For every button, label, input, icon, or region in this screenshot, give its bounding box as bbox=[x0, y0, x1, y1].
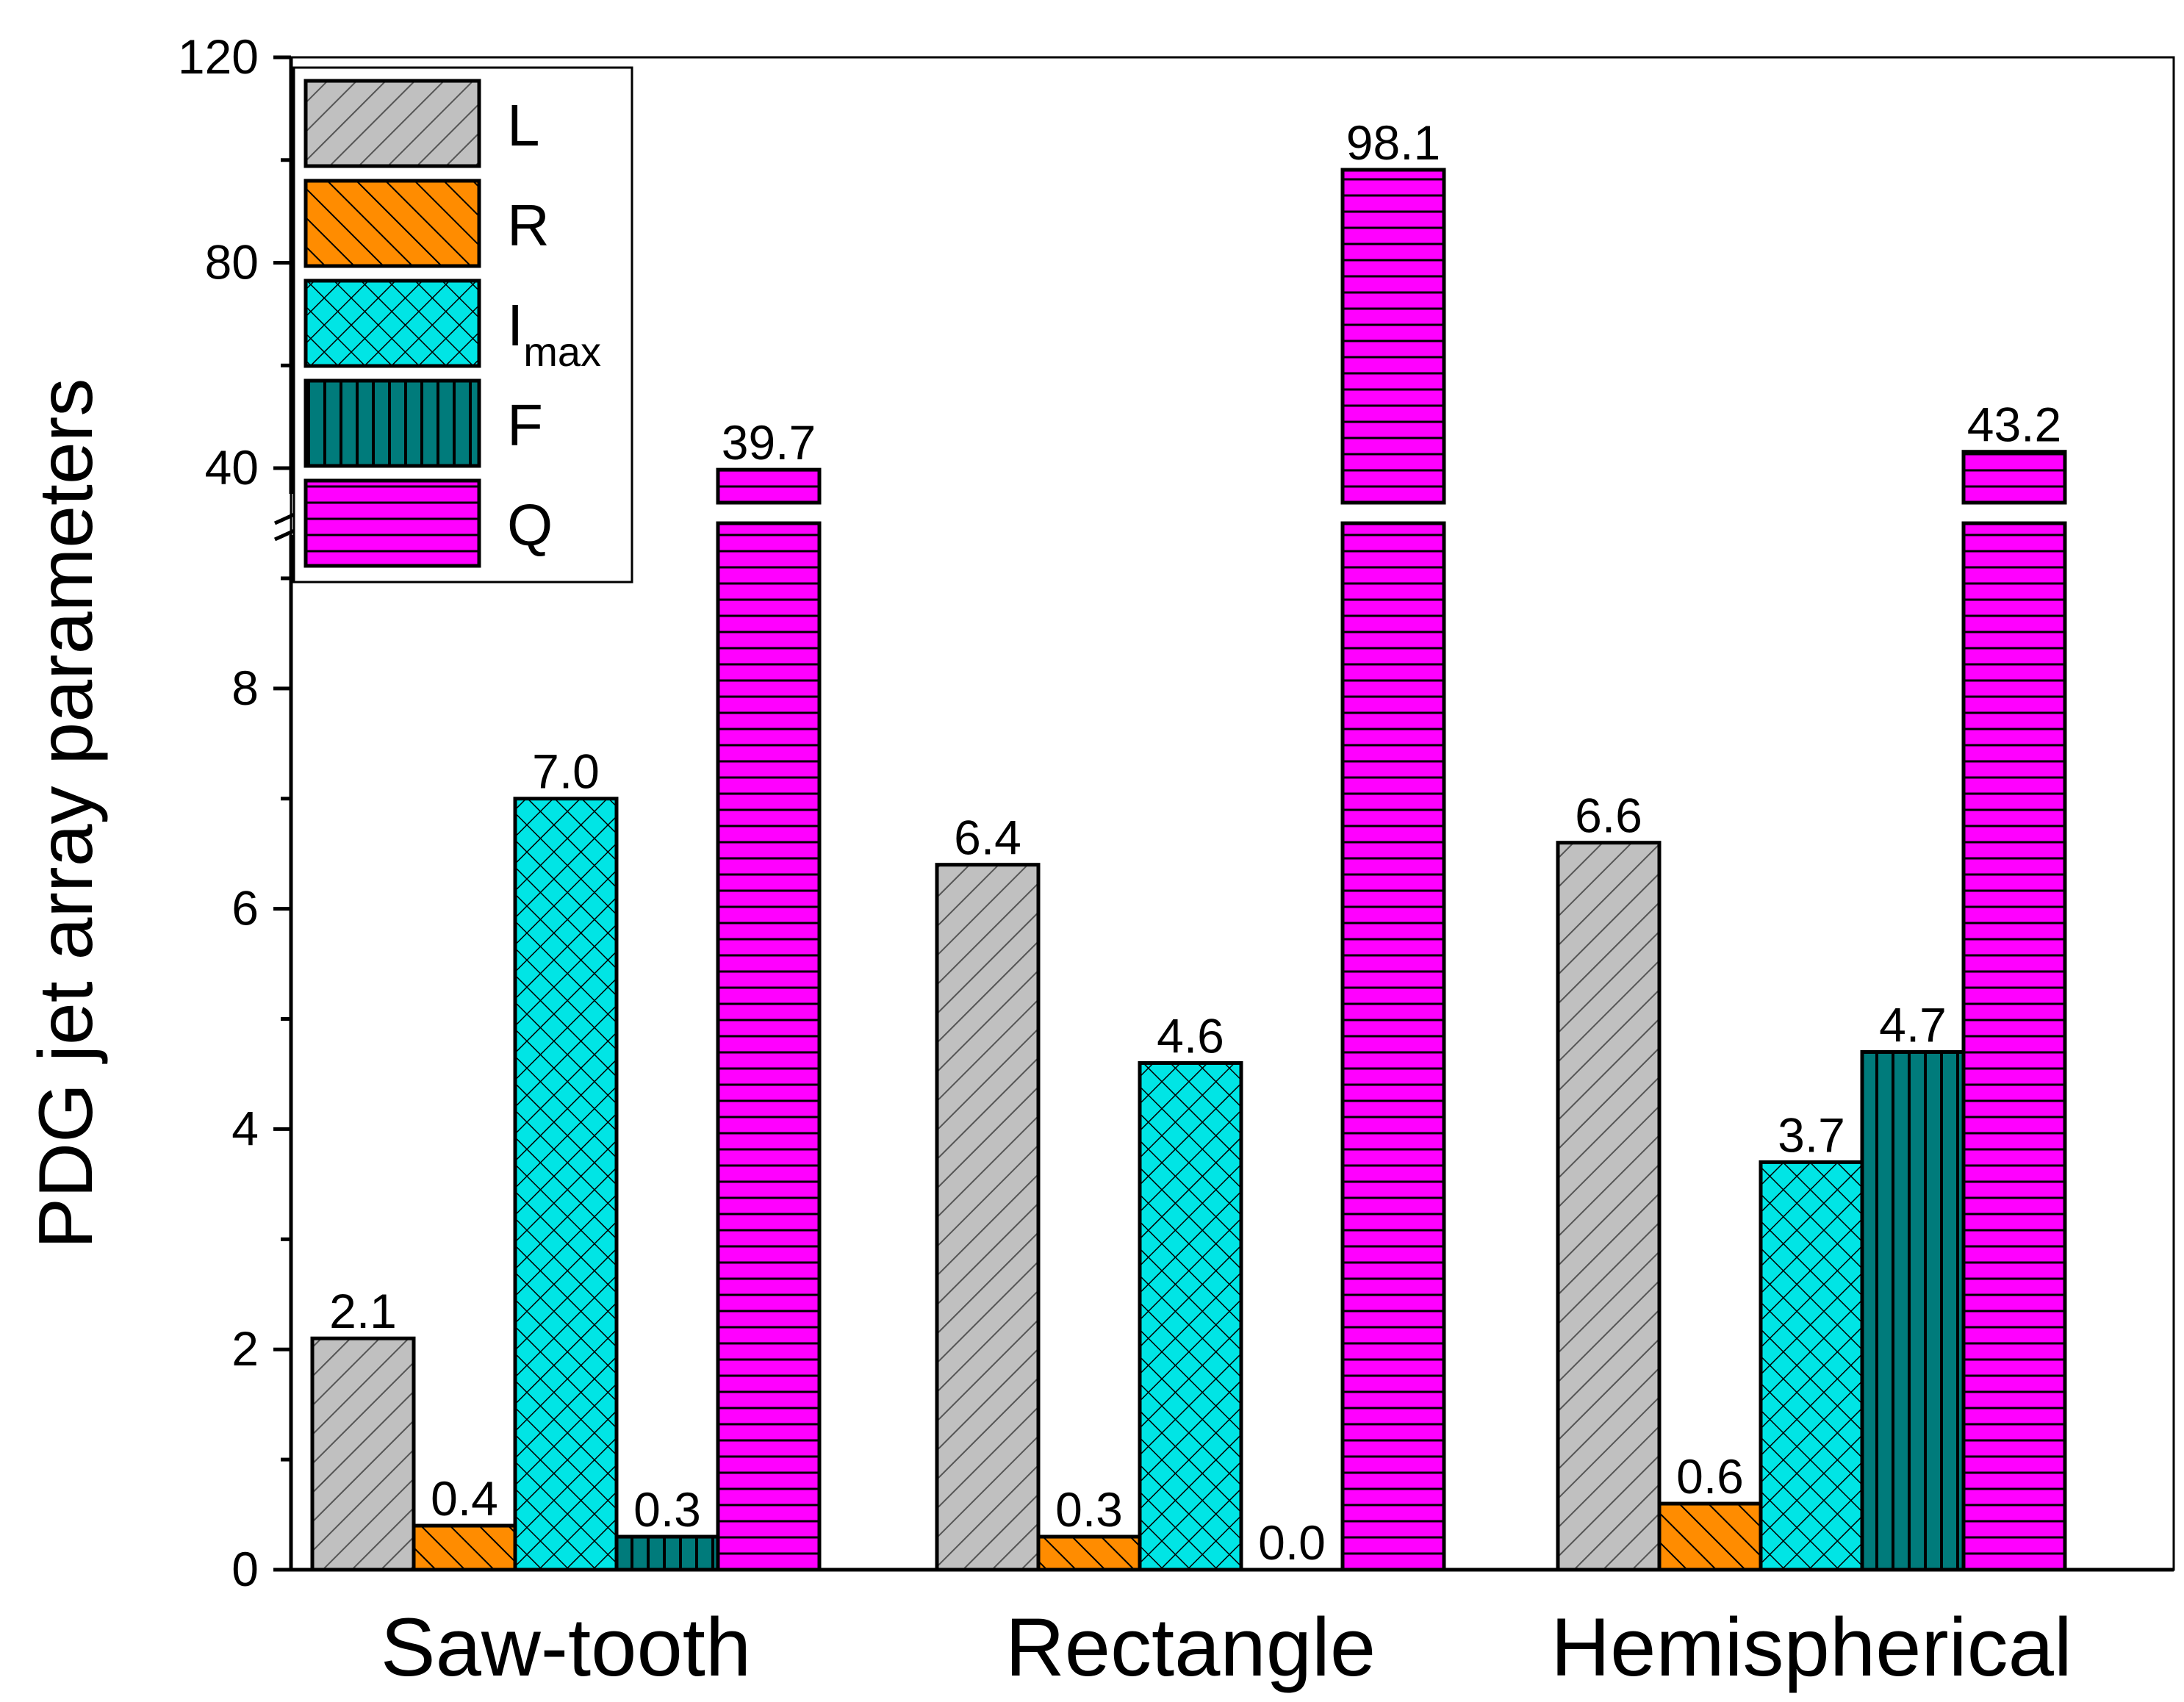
data-label-q-hemispherical: 43.2 bbox=[1967, 398, 2061, 452]
legend-swatch-f bbox=[303, 378, 481, 468]
y-tick-label: 80 bbox=[205, 235, 259, 290]
bar-q-saw-tooth-upper bbox=[716, 467, 822, 505]
category-label-hemispherical: Hemispherical bbox=[1551, 1601, 2072, 1693]
data-label-l-rectangle: 6.4 bbox=[954, 811, 1021, 865]
bar-q-hemispherical-upper bbox=[1961, 450, 2067, 505]
bar-i-saw-tooth bbox=[513, 797, 619, 1572]
data-label-f-saw-tooth: 0.3 bbox=[633, 1482, 701, 1537]
data-label-r-rectangle: 0.3 bbox=[1055, 1482, 1123, 1537]
legend-swatch-r bbox=[303, 179, 481, 268]
legend: LR Imax FQ bbox=[292, 66, 633, 584]
data-label-l-saw-tooth: 2.1 bbox=[329, 1284, 397, 1338]
y-tick-label: 4 bbox=[231, 1101, 259, 1155]
bar-q-rectangle-upper bbox=[1340, 168, 1446, 505]
bar-r-saw-tooth bbox=[412, 1523, 517, 1572]
y-axis-title: PDG jet array parameters bbox=[24, 378, 109, 1249]
y-tick-label: 6 bbox=[231, 881, 259, 936]
legend-label-q: Q bbox=[507, 492, 553, 558]
data-label-r-hemispherical: 0.6 bbox=[1676, 1449, 1744, 1504]
category-label-saw-tooth: Saw-tooth bbox=[381, 1601, 751, 1693]
data-label-i-hemispherical: 3.7 bbox=[1778, 1107, 1845, 1162]
bar-q-hemispherical-lower bbox=[1961, 521, 2067, 1572]
data-label-q-rectangle: 98.1 bbox=[1346, 115, 1440, 170]
category-label-rectangle: Rectangle bbox=[1005, 1601, 1376, 1693]
legend-label-i: Imax bbox=[507, 292, 601, 375]
legend-label-l: L bbox=[507, 93, 540, 158]
y-tick-label: 0 bbox=[231, 1542, 259, 1596]
data-label-i-saw-tooth: 7.0 bbox=[532, 744, 600, 799]
bars-group bbox=[310, 168, 2067, 1572]
data-label-i-rectangle: 4.6 bbox=[1157, 1008, 1224, 1063]
y-tick-label: 120 bbox=[178, 29, 259, 84]
data-label-l-hemispherical: 6.6 bbox=[1575, 789, 1642, 843]
y-tick-label: 2 bbox=[231, 1321, 259, 1376]
data-label-q-saw-tooth: 39.7 bbox=[722, 415, 816, 470]
y-tick-label: 40 bbox=[205, 440, 259, 495]
bar-l-rectangle bbox=[935, 863, 1041, 1572]
legend-label-f: F bbox=[507, 392, 543, 458]
bar-f-hemispherical bbox=[1860, 1049, 1966, 1572]
bar-l-hemispherical bbox=[1556, 841, 1662, 1572]
bar-f-saw-tooth bbox=[614, 1534, 720, 1572]
data-label-f-rectangle: 0.0 bbox=[1258, 1515, 1326, 1570]
data-label-r-saw-tooth: 0.4 bbox=[431, 1471, 498, 1526]
data-labels-group: 2.1 0.4 7.0 0.3 39.7 6.4 0.3 4.6 0.0 98.1 6.6 0.6 3.… bbox=[329, 115, 2061, 1570]
y-tick-label: 8 bbox=[231, 661, 259, 715]
bar-r-hemispherical bbox=[1657, 1501, 1763, 1572]
bar-r-rectangle bbox=[1036, 1534, 1142, 1572]
legend-label-r: R bbox=[507, 193, 550, 258]
legend-swatch-l bbox=[303, 79, 481, 168]
y-axis-ticks: 0 2 4 6 8 40 80 120 bbox=[178, 29, 291, 1596]
bar-i-hemispherical bbox=[1759, 1160, 1864, 1572]
bar-l-saw-tooth bbox=[310, 1336, 416, 1572]
bar-q-rectangle-lower bbox=[1340, 521, 1446, 1572]
data-label-f-hemispherical: 4.7 bbox=[1879, 997, 1947, 1052]
legend-swatch-q bbox=[303, 478, 481, 568]
bar-q-saw-tooth-lower bbox=[716, 521, 822, 1572]
bar-i-rectangle bbox=[1138, 1060, 1243, 1572]
legend-subscript: max bbox=[523, 328, 601, 375]
legend-swatch-i bbox=[303, 279, 481, 368]
